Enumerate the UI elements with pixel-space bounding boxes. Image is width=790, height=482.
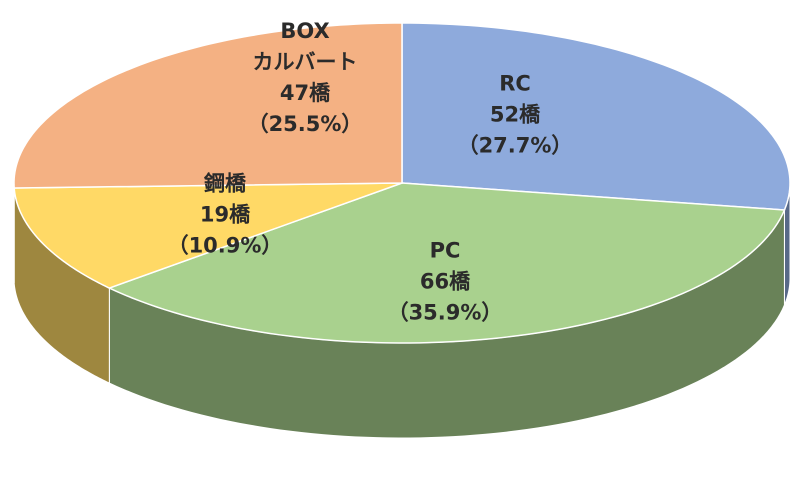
category-label: BOX カルバート <box>252 19 358 74</box>
category-label: PC <box>429 238 461 263</box>
slice-label: BOX カルバート 47橋 （25.5%） <box>248 16 363 140</box>
slice-label: 鋼橋 19橋 （10.9%） <box>168 169 283 262</box>
value-label: 19橋 <box>199 202 251 227</box>
slice-label: RC 52橋 （27.7%） <box>458 69 573 162</box>
value-label: 52橋 <box>489 102 541 127</box>
value-label: 66橋 <box>419 269 471 294</box>
percent-label: （10.9%） <box>167 233 283 258</box>
percent-label: （27.7%） <box>457 133 573 158</box>
percent-label: （35.9%） <box>387 300 503 325</box>
value-label: 47橋 <box>279 81 331 105</box>
category-label: 鋼橋 <box>203 171 246 196</box>
slice <box>13 22 403 189</box>
slice <box>107 182 786 344</box>
category-label: RC <box>499 71 531 96</box>
slice <box>401 22 790 211</box>
slice <box>13 182 403 289</box>
slice-label: PC 66橋 （35.9%） <box>388 236 503 329</box>
percent-label: （25.5%） <box>247 112 363 136</box>
